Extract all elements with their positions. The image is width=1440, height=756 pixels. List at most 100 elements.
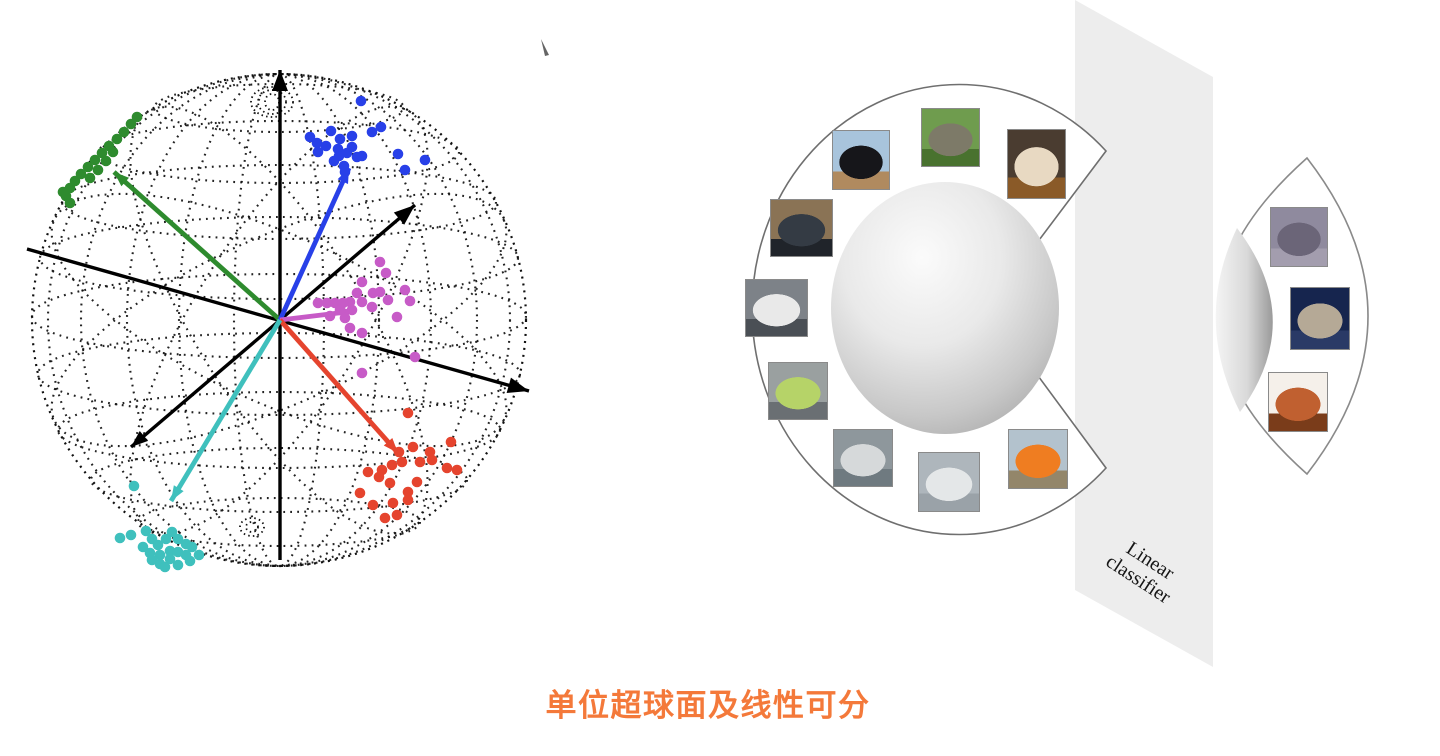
sample-dot <box>114 532 126 544</box>
sample-dot <box>311 137 323 149</box>
axis-arrowhead <box>393 205 415 225</box>
sample-dot <box>402 486 414 498</box>
sample-dot <box>96 147 108 159</box>
class-vector-arrowhead <box>114 172 129 187</box>
class-vector-cyan <box>168 318 283 503</box>
sample-dot <box>64 197 76 209</box>
sample-dot <box>312 146 324 158</box>
sample-dot <box>379 512 391 524</box>
sample-dot <box>324 310 336 322</box>
sample-dot <box>146 554 158 566</box>
sample-dot <box>84 172 96 184</box>
sample-dot <box>373 471 385 483</box>
sample-dot <box>75 168 87 180</box>
photo-dog-grass <box>921 108 980 167</box>
sample-dot <box>407 441 419 453</box>
sample-dot <box>312 297 324 309</box>
sample-dot <box>402 494 414 506</box>
sample-dot <box>451 464 463 476</box>
sample-dot <box>404 295 416 307</box>
sample-dot <box>172 559 184 571</box>
sample-dot <box>380 267 392 279</box>
class-vector-arrowhead <box>171 485 184 501</box>
sample-dot <box>57 186 69 198</box>
sample-dot <box>69 175 81 187</box>
cluster-green <box>57 111 282 322</box>
axis-arrowhead <box>506 377 529 393</box>
caption: 单位超球面及线性可分 <box>545 688 871 723</box>
sample-dot <box>172 546 184 558</box>
sample-dot <box>351 287 363 299</box>
sample-dot <box>325 125 337 137</box>
sample-dot <box>320 140 332 152</box>
photo-dog-brown <box>1007 129 1066 199</box>
sample-dot <box>399 164 411 176</box>
sample-dot <box>399 284 411 296</box>
sample-dot <box>354 487 366 499</box>
photo-cat-orange <box>1268 372 1328 432</box>
sample-dot <box>366 301 378 313</box>
sample-dot <box>356 150 368 162</box>
cluster-red <box>278 318 463 524</box>
class-clusters <box>57 95 463 573</box>
sample-dot <box>384 477 396 489</box>
sample-dot <box>367 287 379 299</box>
sample-dot <box>355 95 367 107</box>
sample-dot <box>419 154 431 166</box>
sample-dot <box>346 141 358 153</box>
sample-dot <box>366 126 378 138</box>
sample-dot <box>411 476 423 488</box>
sample-dot <box>362 466 374 478</box>
sample-dot <box>396 456 408 468</box>
sample-dot <box>356 276 368 288</box>
sample-dot <box>414 456 426 468</box>
feature-sphere <box>831 182 1059 434</box>
axis-line <box>129 203 417 449</box>
sample-dot <box>184 555 196 567</box>
sample-dot <box>356 367 368 379</box>
sample-dot <box>386 459 398 471</box>
sample-dot <box>92 164 104 176</box>
photo-car-dark <box>770 199 833 257</box>
sample-dot <box>137 541 149 553</box>
sample-dot <box>111 133 123 145</box>
sample-dot <box>89 154 101 166</box>
class-vector-green <box>112 170 282 322</box>
sample-dot <box>391 311 403 323</box>
sample-dot <box>193 549 205 561</box>
sample-dot <box>445 436 457 448</box>
cluster-blue <box>277 95 431 321</box>
sample-dot <box>333 150 345 162</box>
sample-dot <box>334 304 346 316</box>
sample-dot <box>166 526 178 538</box>
sample-dot <box>346 304 358 316</box>
sample-dot <box>172 533 184 545</box>
photo-car-white <box>745 279 808 337</box>
sample-dot <box>118 126 130 138</box>
sample-dot <box>100 155 112 167</box>
class-vector-red <box>278 318 400 455</box>
sample-dot <box>387 497 399 509</box>
sample-dot <box>107 146 119 158</box>
sample-dot <box>409 351 421 363</box>
sample-dot <box>304 131 316 143</box>
sample-dot <box>391 509 403 521</box>
sample-dot <box>356 296 368 308</box>
class-vector-arrowhead <box>383 437 398 453</box>
photo-cat-gray <box>1270 207 1328 267</box>
sample-dot <box>128 480 140 492</box>
sample-dot <box>346 130 358 142</box>
sample-dot <box>382 294 394 306</box>
sphere-sliver <box>1215 228 1273 412</box>
sample-dot <box>154 549 166 561</box>
sample-dot <box>375 121 387 133</box>
sample-dot <box>441 462 453 474</box>
photo-dog-black <box>832 130 890 190</box>
stray-mark <box>541 39 549 56</box>
sample-dot <box>424 446 436 458</box>
sample-dot <box>82 161 94 173</box>
sample-dot <box>367 499 379 511</box>
sample-dot <box>131 111 143 123</box>
